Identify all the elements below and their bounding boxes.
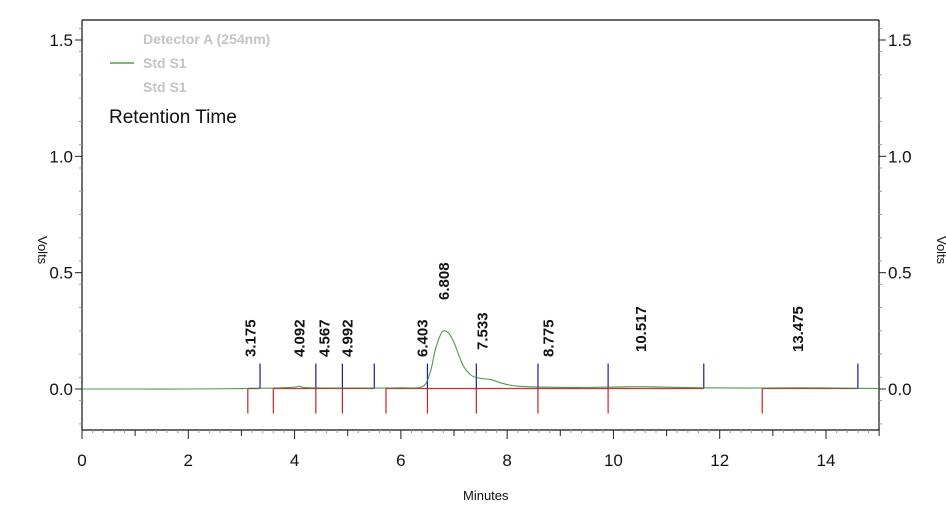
legend-series-1-label: Std S1 bbox=[143, 55, 187, 71]
legend-series-2-label: Std S1 bbox=[143, 79, 187, 95]
y-axis-right: 0.0 0.5 1.0 1.5 bbox=[879, 27, 912, 425]
peak-rt-label: 7.533 bbox=[474, 312, 491, 350]
chromatogram-trace bbox=[82, 330, 880, 390]
peak-rt-label: 13.475 bbox=[790, 306, 807, 352]
legend-detector-label: Detector A (254nm) bbox=[143, 31, 270, 47]
y-tick-label-right: 0.0 bbox=[888, 380, 912, 399]
x-tick-label: 10 bbox=[604, 451, 623, 470]
x-tick-label: 12 bbox=[710, 451, 729, 470]
trace-line bbox=[82, 330, 880, 390]
peak-rt-label: 6.808 bbox=[436, 262, 453, 300]
peak-rt-label: 4.992 bbox=[339, 319, 356, 357]
y-axis-title-left: Volts bbox=[35, 236, 50, 265]
peak-labels: 3.175 4.092 4.567 4.992 6.403 6.808 7.533 8.775… bbox=[243, 262, 807, 357]
peak-rt-label: 10.517 bbox=[633, 306, 650, 352]
x-tick-label: 14 bbox=[817, 451, 836, 470]
x-tick-label: 4 bbox=[290, 451, 299, 470]
retention-time-label: Retention Time bbox=[109, 107, 237, 128]
y-axis-title-right: Volts bbox=[934, 236, 946, 265]
y-tick-label-left: 1.5 bbox=[49, 31, 73, 50]
peak-rt-label: 6.403 bbox=[414, 319, 431, 357]
y-axis-left: 0.0 0.5 1.0 1.5 bbox=[49, 27, 82, 425]
peak-rt-label: 4.567 bbox=[317, 319, 334, 357]
x-tick-label: 8 bbox=[502, 451, 511, 470]
x-tick-label: 2 bbox=[184, 451, 193, 470]
y-tick-label-left: 0.5 bbox=[49, 264, 73, 283]
y-tick-label-left: 1.0 bbox=[49, 147, 73, 166]
y-tick-label-right: 0.5 bbox=[888, 264, 912, 283]
plot-area bbox=[81, 19, 880, 431]
legend: Detector A (254nm) Std S1 Std S1 Retenti… bbox=[109, 31, 270, 128]
y-tick-label-right: 1.0 bbox=[888, 147, 912, 166]
x-tick-label: 0 bbox=[77, 451, 86, 470]
x-axis-title: Minutes bbox=[463, 488, 509, 503]
peak-rt-label: 3.175 bbox=[243, 319, 260, 357]
x-axis: 0 2 4 6 8 10 12 14 bbox=[77, 430, 880, 470]
y-tick-label-right: 1.5 bbox=[888, 31, 912, 50]
peak-rt-label: 4.092 bbox=[291, 319, 308, 357]
x-tick-label: 6 bbox=[396, 451, 405, 470]
y-tick-label-left: 0.0 bbox=[49, 380, 73, 399]
peak-rt-label: 8.775 bbox=[540, 319, 557, 357]
